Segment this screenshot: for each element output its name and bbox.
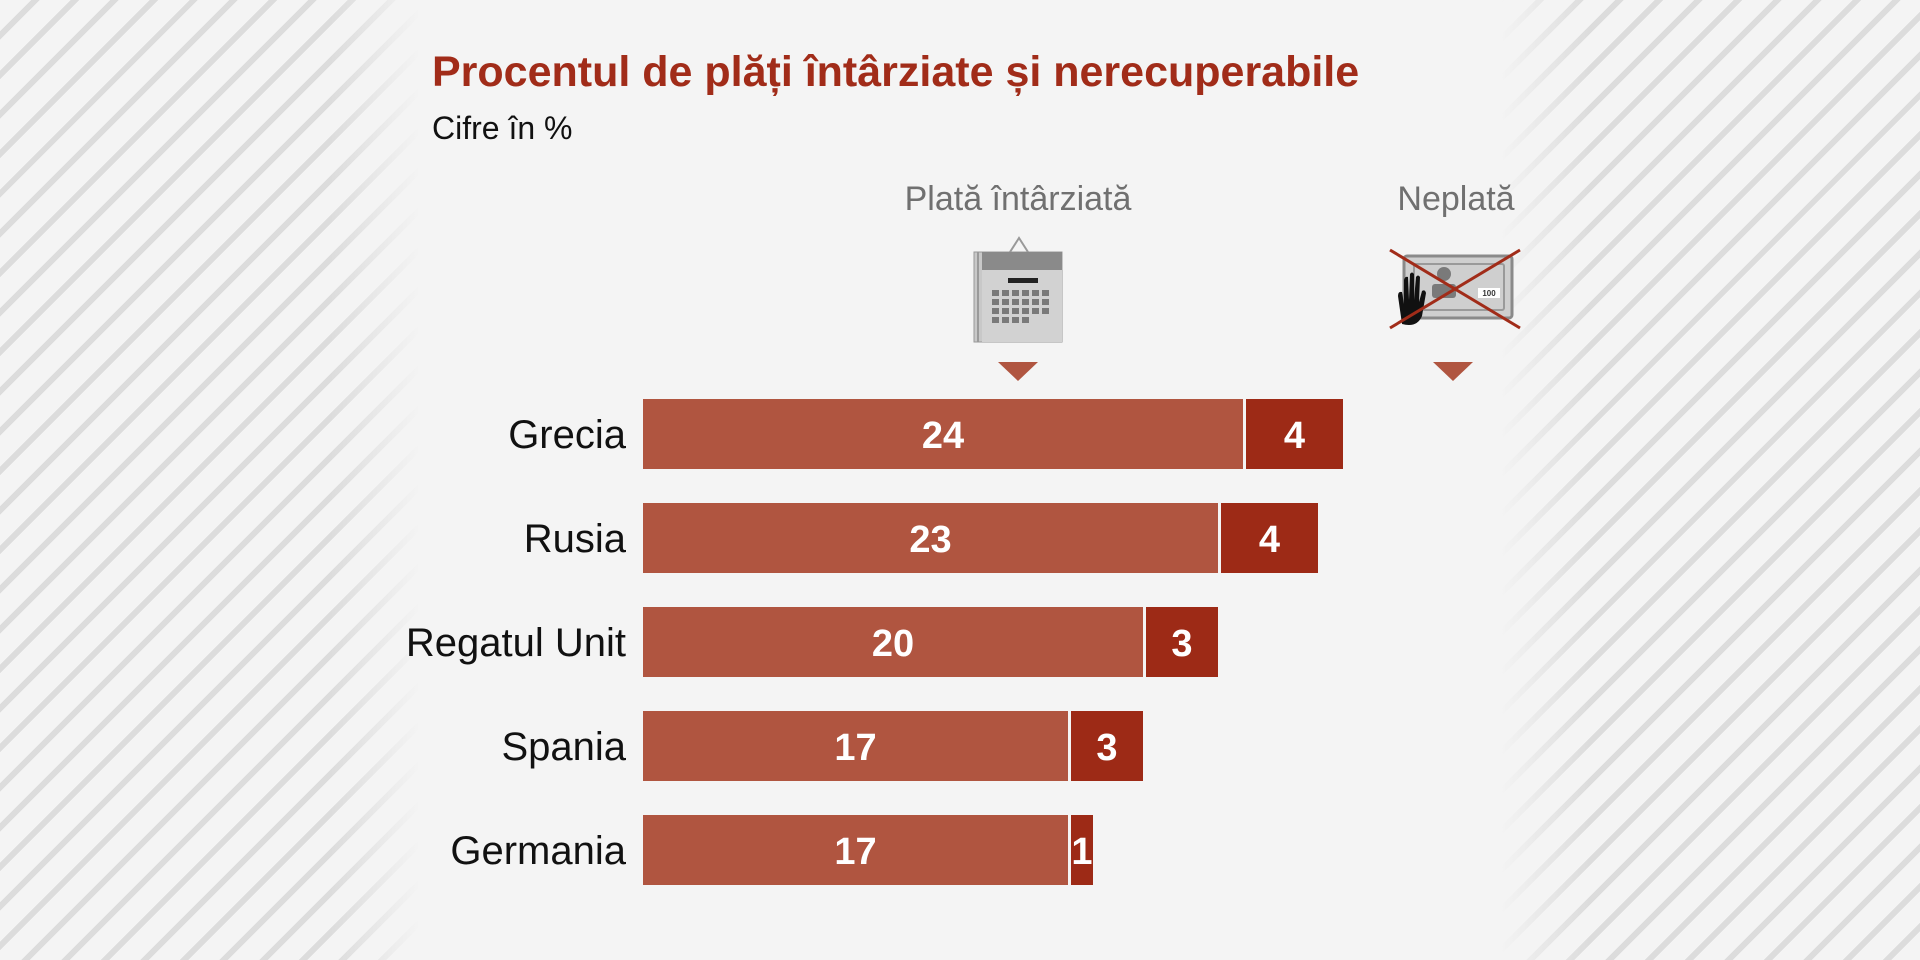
bar-unpaid: [1071, 711, 1143, 781]
data-label: 3: [1096, 727, 1117, 769]
bar-unpaid: [1221, 503, 1318, 573]
crossed-out-payment-icon: 100: [1389, 248, 1521, 330]
category-label: Germania: [450, 829, 626, 873]
bar-unpaid: [1246, 399, 1343, 469]
bar-late-payment: [643, 607, 1143, 677]
data-label: 23: [909, 519, 951, 561]
category-label: Spania: [501, 725, 626, 769]
bar-unpaid: [1071, 815, 1093, 885]
bar-late-payment: [643, 815, 1068, 885]
legend-label-unpaid: Neplată: [1397, 180, 1515, 218]
svg-text:100: 100: [1482, 289, 1496, 298]
chart-title: Procentul de plăți întârziate și nerecup…: [432, 48, 1360, 96]
bar-unpaid: [1146, 607, 1218, 677]
calendar-icon: [973, 236, 1063, 343]
bar-late-payment: [643, 711, 1068, 781]
chart-background-panel: [330, 0, 1590, 960]
data-label: 17: [834, 831, 876, 873]
bar-late-payment: [643, 399, 1243, 469]
category-label: Rusia: [524, 517, 627, 561]
data-label: 20: [872, 623, 914, 665]
data-label: 24: [922, 415, 964, 457]
data-label: 4: [1259, 519, 1280, 561]
data-label: 17: [834, 727, 876, 769]
category-label: Regatul Unit: [406, 621, 626, 665]
data-label: 3: [1171, 623, 1192, 665]
legend-arrow-unpaid: [1433, 362, 1473, 381]
legend-arrow-late: [998, 362, 1038, 381]
chart-subtitle: Cifre în %: [432, 110, 573, 146]
category-label: Grecia: [508, 413, 627, 457]
data-label: 4: [1284, 415, 1305, 457]
bar-late-payment: [643, 503, 1218, 573]
data-label: 1: [1071, 831, 1092, 873]
legend-label-late: Plată întârziată: [904, 180, 1132, 218]
